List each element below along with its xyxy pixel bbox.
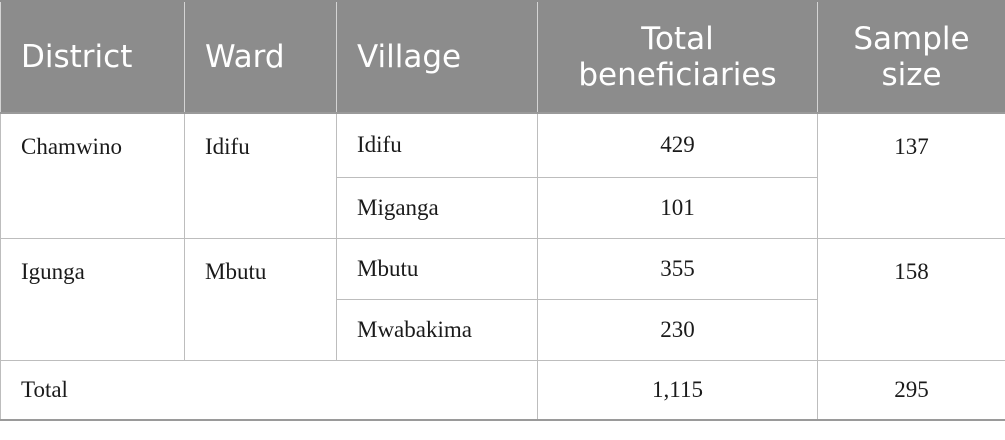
ward-cell: Idifu: [184, 112, 337, 239]
village-cell: Miganga: [336, 176, 538, 239]
header-district: District: [0, 0, 185, 114]
sample-size-cell: 158: [817, 237, 1005, 361]
sample-size-cell: 137: [817, 112, 1005, 239]
table-header: District Ward Village Total beneficiarie…: [0, 0, 1005, 114]
ward-cell: Mbutu: [184, 237, 337, 361]
table-row: Chamwino Idifu Idifu 429 137: [0, 112, 1005, 239]
total-beneficiaries-cell: 429: [537, 112, 818, 178]
village-cell: Mbutu: [336, 237, 538, 300]
header-sample-size: Sample size: [817, 0, 1005, 114]
total-sample-size-cell: 295: [817, 359, 1005, 421]
header-total-beneficiaries: Total beneficiaries: [537, 0, 818, 114]
table-body: Chamwino Idifu Idifu 429 137 Miganga 101…: [0, 112, 1005, 421]
header-ward: Ward: [184, 0, 337, 114]
table-row: Igunga Mbutu Mbutu 355 158: [0, 237, 1005, 361]
header-village: Village: [336, 0, 538, 114]
total-beneficiaries-cell: 230: [537, 298, 818, 361]
village-cell: Idifu: [336, 112, 538, 178]
beneficiaries-table: District Ward Village Total beneficiarie…: [0, 0, 1005, 421]
total-label-cell: Total: [0, 359, 538, 421]
district-cell: Chamwino: [0, 112, 185, 239]
header-row: District Ward Village Total beneficiarie…: [0, 0, 1005, 114]
total-beneficiaries-cell: 355: [537, 237, 818, 300]
village-cell: Mwabakima: [336, 298, 538, 361]
total-beneficiaries-sum-cell: 1,115: [537, 359, 818, 421]
table-row: Miganga 101: [1, 176, 1005, 239]
total-beneficiaries-cell: 101: [537, 176, 818, 239]
total-row: Total 1,115 295: [0, 359, 1005, 421]
district-cell: Igunga: [0, 237, 185, 361]
